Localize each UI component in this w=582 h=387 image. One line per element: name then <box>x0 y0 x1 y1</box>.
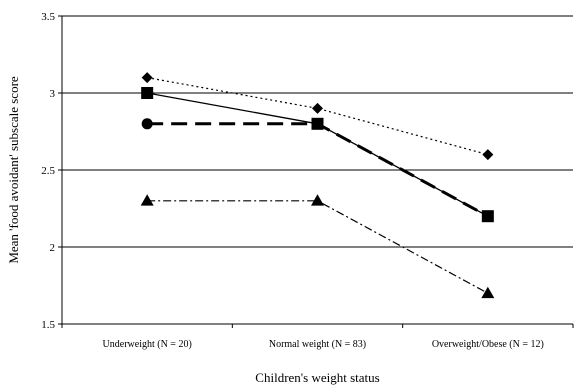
y-tick-label: 2 <box>50 242 56 254</box>
series-circle <box>141 118 494 222</box>
square-marker <box>141 87 154 99</box>
x-tick-label: Overweight/Obese (N = 12) <box>432 339 544 350</box>
y-tick-label: 3.5 <box>41 11 55 23</box>
series-line <box>147 77 488 156</box>
y-tick-label: 2.5 <box>41 165 55 177</box>
y-tick-label: 3 <box>50 88 56 100</box>
tick-labels: 1.5 2 2.5 3 3.5 Underweight (N = 20) Normal we… <box>41 11 544 350</box>
diamond-marker <box>482 149 494 161</box>
circle-marker <box>482 210 494 222</box>
gridlines <box>62 15 573 248</box>
series-diamond <box>141 72 494 161</box>
circle-marker <box>312 118 323 130</box>
series-line <box>147 200 489 294</box>
triangle-marker <box>311 194 324 206</box>
axes <box>58 15 574 328</box>
diamond-marker <box>312 102 323 114</box>
x-axis-title: Children's weight status <box>255 370 379 385</box>
circle-marker <box>141 118 153 130</box>
series-group <box>140 72 495 299</box>
y-tick-label: 1.5 <box>41 319 55 331</box>
triangle-marker <box>481 286 495 299</box>
triangle-marker <box>140 194 154 206</box>
diamond-marker <box>141 72 153 84</box>
y-axis-title: Mean 'food avoidant' subscale score <box>6 76 21 264</box>
x-tick-label: Underweight (N = 20) <box>103 339 192 350</box>
series-triangle <box>140 194 495 299</box>
x-tick-label: Normal weight (N = 83) <box>269 339 366 350</box>
